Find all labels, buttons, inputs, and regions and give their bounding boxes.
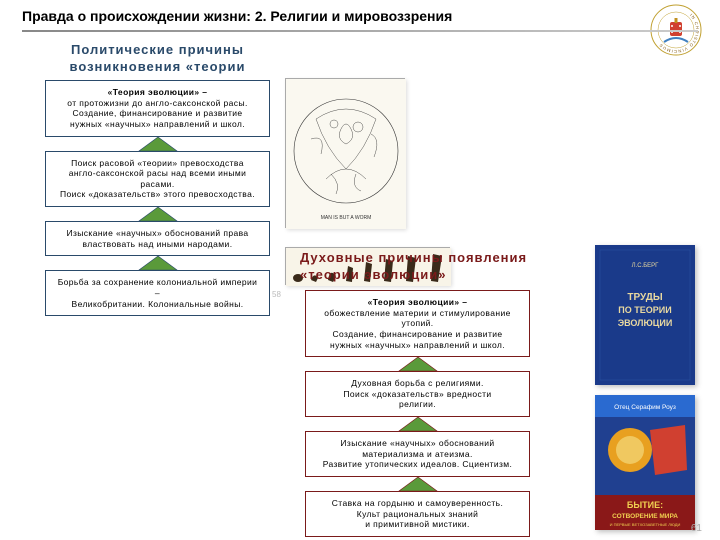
svg-text:ТРУДЫ: ТРУДЫ (627, 292, 662, 303)
svg-text:И ПЕРВЫЕ ВЕТХОЗАВЕТНЫЕ ЛЮДИ: И ПЕРВЫЕ ВЕТХОЗАВЕТНЫЕ ЛЮДИ (610, 522, 681, 527)
info-box: Изыскание «научных» обоснований права вл… (45, 221, 270, 256)
svg-text:Отец Серафим Роуз: Отец Серафим Роуз (614, 404, 676, 411)
arrow-up-icon (305, 476, 530, 492)
info-box: Борьба за сохранение колониальной импери… (45, 270, 270, 316)
page-number: 61 (691, 523, 702, 534)
info-box: Поиск расовой «теории» превосходства анг… (45, 151, 270, 208)
political-column: «Теория эволюции» –от протожизни до англ… (45, 80, 270, 316)
info-box-body: Изыскание «научных» обоснований права вл… (54, 228, 261, 249)
info-box-head: «Теория эволюции» – (314, 297, 521, 308)
svg-text:БЫТИЕ:: БЫТИЕ: (627, 500, 663, 510)
arrow-up-icon (305, 356, 530, 372)
spiritual-section-title: Духовные причины появления «теории эволю… (300, 250, 560, 284)
arrow-up-icon (45, 136, 270, 152)
info-box-body: обожествление материи и стимулирование у… (314, 308, 521, 351)
info-box-body: Ставка на гордыню и самоуверенность. Кул… (314, 498, 521, 530)
info-box: Духовная борьба с религиями. Поиск «дока… (305, 371, 530, 417)
info-box-body: от протожизни до англо-саксонской расы. … (54, 98, 261, 130)
info-box-body: Борьба за сохранение колониальной импери… (54, 277, 261, 309)
info-box: Изыскание «научных» обоснований материал… (305, 431, 530, 477)
info-box: Ставка на гордыню и самоуверенность. Кул… (305, 491, 530, 537)
arrow-up-icon (305, 416, 530, 432)
spiritual-column: «Теория эволюции» –обожествление материи… (305, 290, 530, 537)
info-box-body: Духовная борьба с религиями. Поиск «дока… (314, 378, 521, 410)
info-box-body: Поиск расовой «теории» превосходства анг… (54, 158, 261, 201)
arrow-up-icon (45, 206, 270, 222)
svg-text:ПО ТЕОРИИ: ПО ТЕОРИИ (618, 305, 671, 315)
info-box: «Теория эволюции» –обожествление материи… (305, 290, 530, 357)
book-rose: Отец Серафим Роуз БЫТИЕ: СОТВОРЕНИЕ МИРА… (595, 395, 695, 530)
info-box-body: Изыскание «научных» обоснований материал… (314, 438, 521, 470)
svg-text:MAN IS BUT A WORM: MAN IS BUT A WORM (321, 215, 371, 221)
page-title: Правда о происхождении жизни: 2. Религии… (22, 8, 720, 24)
info-box: «Теория эволюции» –от протожизни до англ… (45, 80, 270, 137)
small-page-marker: 58 (272, 290, 281, 299)
header-divider (22, 30, 698, 32)
info-box-head: «Теория эволюции» – (54, 87, 261, 98)
svg-text:ЭВОЛЮЦИИ: ЭВОЛЮЦИИ (618, 318, 673, 328)
engraving-image: MAN IS BUT A WORM (285, 78, 405, 228)
svg-text:Л.С.БЕРГ: Л.С.БЕРГ (632, 263, 660, 269)
svg-text:СОТВОРЕНИЕ МИРА: СОТВОРЕНИЕ МИРА (612, 513, 678, 520)
arrow-up-icon (45, 255, 270, 271)
book-berg: Л.С.БЕРГ ТРУДЫ ПО ТЕОРИИ ЭВОЛЮЦИИ (595, 245, 695, 385)
